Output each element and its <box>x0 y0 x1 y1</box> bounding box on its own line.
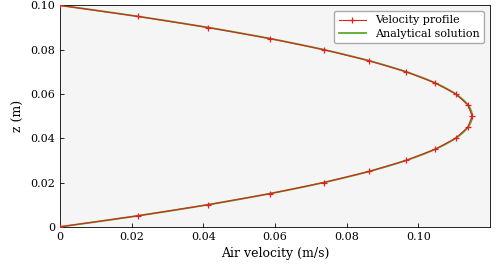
Velocity profile <box>206 26 212 29</box>
Analytical solution <box>468 120 474 123</box>
Analytical solution <box>468 119 474 122</box>
Velocity profile <box>57 225 63 228</box>
Velocity profile <box>452 92 458 96</box>
Velocity profile <box>206 203 212 206</box>
Velocity profile <box>136 214 141 217</box>
Velocity profile <box>403 159 409 162</box>
Velocity profile <box>320 48 326 51</box>
Analytical solution <box>96 9 102 12</box>
Y-axis label: z (m): z (m) <box>12 100 24 132</box>
Velocity profile <box>366 59 372 62</box>
Velocity profile <box>403 70 409 73</box>
Velocity profile <box>465 103 471 107</box>
Velocity profile <box>267 37 273 40</box>
Legend: Velocity profile, Analytical solution: Velocity profile, Analytical solution <box>334 11 484 43</box>
Velocity profile <box>452 137 458 140</box>
Velocity profile <box>267 192 273 195</box>
Velocity profile <box>432 148 438 151</box>
Line: Velocity profile: Velocity profile <box>57 3 475 229</box>
Analytical solution <box>57 4 63 7</box>
Velocity profile <box>465 126 471 129</box>
X-axis label: Air velocity (m/s): Air velocity (m/s) <box>221 247 329 260</box>
Line: Analytical solution: Analytical solution <box>60 5 472 227</box>
Analytical solution <box>466 105 472 109</box>
Velocity profile <box>136 15 141 18</box>
Velocity profile <box>366 170 372 173</box>
Velocity profile <box>320 181 326 184</box>
Velocity profile <box>57 4 63 7</box>
Analytical solution <box>300 44 306 47</box>
Velocity profile <box>432 81 438 85</box>
Velocity profile <box>469 114 475 118</box>
Analytical solution <box>57 225 63 228</box>
Analytical solution <box>454 93 460 97</box>
